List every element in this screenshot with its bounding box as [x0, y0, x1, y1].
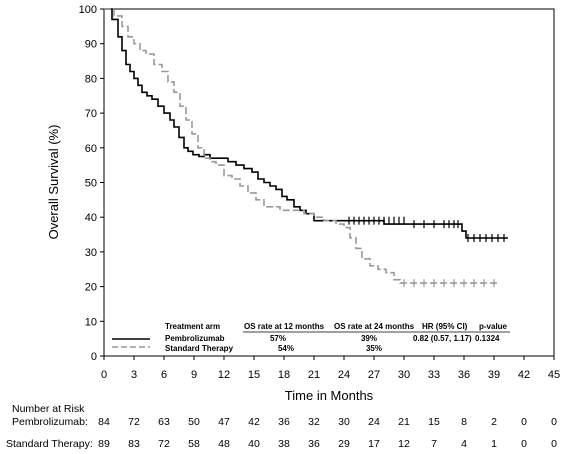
legend-row-os24: 39%	[361, 334, 377, 343]
x-tick-label: 45	[548, 369, 560, 381]
risk-value: 72	[158, 438, 170, 450]
risk-value: 17	[368, 438, 380, 450]
legend-header-hr: HR (95% CI)	[422, 322, 468, 331]
series-line-standard-therapy	[104, 8, 498, 284]
x-axis-ticks: 0 3 6 9 12 15 18 21 24 27 30 33 36 39 42 45	[101, 356, 560, 381]
legend-header-arm: Treatment arm	[165, 322, 220, 331]
risk-value: 72	[128, 416, 140, 428]
risk-value: 38	[278, 438, 290, 450]
censor-marks	[348, 216, 505, 288]
risk-value: 36	[308, 438, 320, 450]
risk-value: 42	[248, 416, 260, 428]
x-tick-label: 9	[191, 369, 197, 381]
risk-value: 7	[431, 438, 437, 450]
y-tick-label: 30	[85, 247, 97, 259]
x-tick-label: 21	[308, 369, 320, 381]
risk-value: 32	[308, 416, 320, 428]
risk-value: 83	[128, 438, 140, 450]
risk-value: 40	[248, 438, 260, 450]
risk-value: 12	[398, 438, 410, 450]
risk-value: 4	[461, 438, 467, 450]
legend-row-label: Standard Therapy	[165, 344, 234, 353]
y-tick-label: 90	[85, 39, 97, 51]
legend-row-hr: 0.82 (0.57, 1.17)	[413, 334, 472, 343]
y-tick-label: 20	[85, 282, 97, 294]
legend-header-os24: OS rate at 24 months	[334, 322, 415, 331]
risk-row-label: Pembrolizumab:	[12, 416, 88, 428]
risk-table-title: Number at Risk	[12, 403, 85, 415]
legend-row-os12: 57%	[270, 334, 286, 343]
x-axis-label: Time in Months	[285, 388, 374, 403]
x-tick-label: 15	[248, 369, 260, 381]
y-axis-label: Overall Survival (%)	[46, 125, 61, 240]
risk-value: 1	[491, 438, 497, 450]
risk-value: 63	[158, 416, 170, 428]
risk-value: 89	[98, 438, 110, 450]
x-tick-label: 30	[398, 369, 410, 381]
y-axis-ticks: 0 10 20 30 40 50 60 70 80 90 100	[79, 4, 104, 363]
legend-row-os24: 35%	[366, 344, 382, 353]
risk-value: 0	[551, 416, 557, 428]
y-tick-label: 0	[91, 351, 97, 363]
risk-value: 24	[368, 416, 380, 428]
series-line-pembrolizumab	[104, 8, 508, 239]
x-tick-label: 12	[218, 369, 230, 381]
legend-header-os12: OS rate at 12 months	[244, 322, 325, 331]
plot-frame	[103, 8, 555, 357]
x-tick-label: 42	[518, 369, 530, 381]
x-tick-label: 24	[338, 369, 350, 381]
y-tick-label: 40	[85, 212, 97, 224]
legend-header-p: p-value	[479, 322, 508, 331]
x-tick-label: 39	[488, 369, 500, 381]
x-tick-label: 6	[161, 369, 167, 381]
risk-value: 48	[218, 438, 230, 450]
x-tick-label: 33	[428, 369, 440, 381]
x-tick-label: 27	[368, 369, 380, 381]
risk-value: 36	[278, 416, 290, 428]
y-tick-label: 50	[85, 178, 97, 190]
risk-value: 58	[188, 438, 200, 450]
risk-value: 8	[461, 416, 467, 428]
risk-value: 47	[218, 416, 230, 428]
risk-value: 0	[551, 438, 557, 450]
x-tick-label: 36	[458, 369, 470, 381]
risk-value: 15	[428, 416, 440, 428]
risk-value: 2	[491, 416, 497, 428]
risk-value: 21	[398, 416, 410, 428]
legend-row-p: 0.1324	[475, 334, 500, 343]
legend-row-os12: 54%	[278, 344, 294, 353]
risk-row-label: Standard Therapy:	[6, 438, 93, 450]
x-tick-label: 18	[278, 369, 290, 381]
risk-value: 0	[521, 416, 527, 428]
number-at-risk-table: Number at Risk Pembrolizumab: Standard T…	[6, 403, 557, 450]
x-tick-label: 3	[131, 369, 137, 381]
x-tick-label: 0	[101, 369, 107, 381]
y-tick-label: 10	[85, 316, 97, 328]
risk-value: 50	[188, 416, 200, 428]
y-tick-label: 80	[85, 73, 97, 85]
legend: Treatment arm OS rate at 12 months OS ra…	[112, 322, 510, 353]
y-tick-label: 60	[85, 143, 97, 155]
risk-value: 0	[521, 438, 527, 450]
y-tick-label: 100	[79, 4, 97, 16]
risk-value: 84	[98, 416, 110, 428]
risk-value: 29	[338, 438, 350, 450]
y-tick-label: 70	[85, 108, 97, 120]
legend-row-label: Pembrolizumab	[165, 334, 225, 343]
survival-curves	[104, 8, 508, 284]
risk-value: 30	[338, 416, 350, 428]
